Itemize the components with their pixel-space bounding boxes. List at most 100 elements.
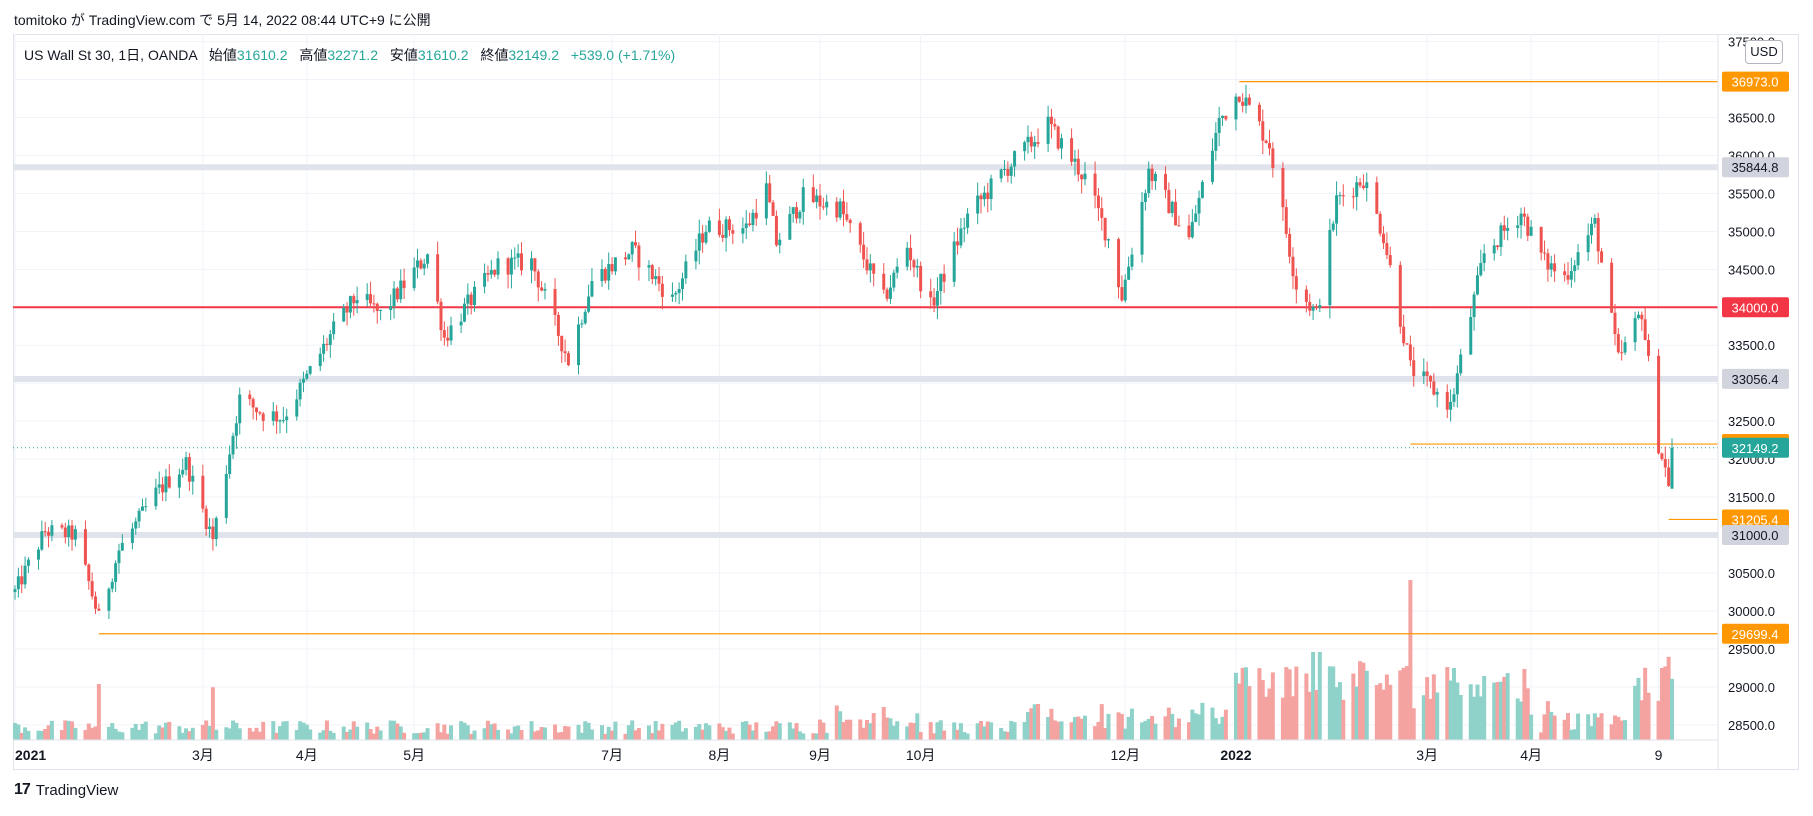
candle-body[interactable] [707, 220, 711, 232]
candle-body[interactable] [959, 228, 963, 246]
candle-body[interactable] [1633, 318, 1637, 343]
candle-body[interactable] [332, 321, 336, 335]
candle-body[interactable] [342, 307, 346, 322]
candle-body[interactable] [721, 234, 725, 238]
candle-body[interactable] [1311, 306, 1315, 311]
candle-body[interactable] [1549, 263, 1553, 270]
candle-body[interactable] [416, 260, 420, 268]
candle-body[interactable] [1247, 97, 1251, 105]
candle-body[interactable] [1459, 354, 1463, 374]
candle-body[interactable] [1569, 271, 1573, 280]
candle-body[interactable] [748, 223, 752, 226]
candle-body[interactable] [87, 564, 91, 582]
candle-body[interactable] [533, 258, 537, 272]
candle-body[interactable] [446, 337, 450, 341]
candle-body[interactable] [1013, 151, 1017, 167]
candle-body[interactable] [1519, 213, 1523, 226]
candle-body[interactable] [308, 366, 312, 374]
candle-body[interactable] [120, 542, 124, 551]
candle-body[interactable] [1469, 317, 1473, 355]
candle-body[interactable] [892, 272, 896, 288]
candle-body[interactable] [754, 212, 758, 219]
candle-body[interactable] [1210, 150, 1214, 182]
candle-body[interactable] [607, 264, 611, 281]
candle-body[interactable] [399, 280, 403, 300]
candle-body[interactable] [1127, 266, 1131, 280]
candle-body[interactable] [255, 407, 259, 413]
candle-body[interactable] [1288, 233, 1292, 257]
candle-body[interactable] [1033, 142, 1037, 147]
candle-body[interactable] [462, 303, 466, 322]
candle-body[interactable] [587, 296, 591, 312]
candle-body[interactable] [258, 412, 262, 414]
candle-body[interactable] [1076, 158, 1080, 175]
candle-body[interactable] [821, 206, 825, 208]
candle-body[interactable] [842, 201, 845, 215]
candle-body[interactable] [238, 394, 242, 424]
candle-body[interactable] [1492, 245, 1496, 254]
candle-body[interactable] [1553, 263, 1557, 272]
candle-body[interactable] [1264, 140, 1268, 144]
candle-body[interactable] [110, 581, 114, 589]
candle-body[interactable] [650, 265, 654, 280]
candle-body[interactable] [506, 258, 510, 275]
candle-body[interactable] [60, 525, 64, 528]
candle-body[interactable] [986, 192, 990, 200]
candle-body[interactable] [1167, 189, 1171, 214]
candle-body[interactable] [157, 484, 161, 488]
candle-body[interactable] [154, 487, 158, 507]
candle-body[interactable] [107, 588, 111, 611]
candle-body[interactable] [13, 589, 17, 592]
candle-body[interactable] [278, 420, 282, 422]
candle-body[interactable] [47, 531, 51, 536]
candle-body[interactable] [1117, 239, 1121, 288]
candle-body[interactable] [275, 411, 279, 422]
candle-body[interactable] [872, 263, 876, 274]
candle-body[interactable] [795, 207, 799, 219]
candle-body[interactable] [865, 259, 869, 271]
candle-body[interactable] [536, 271, 540, 288]
candle-body[interactable] [1056, 126, 1060, 149]
candle-body[interactable] [543, 289, 547, 291]
candle-body[interactable] [1358, 182, 1362, 186]
candle-body[interactable] [1291, 256, 1295, 277]
candle-body[interactable] [36, 549, 40, 560]
candle-body[interactable] [818, 195, 822, 207]
candle-body[interactable] [1314, 306, 1318, 308]
candle-body[interactable] [556, 314, 560, 336]
candle-body[interactable] [1060, 138, 1064, 149]
candle-body[interactable] [1432, 381, 1436, 395]
candle-body[interactable] [1589, 223, 1593, 236]
candle-body[interactable] [519, 253, 523, 271]
candle-body[interactable] [929, 291, 933, 298]
candle-body[interactable] [1563, 271, 1567, 276]
candle-body[interactable] [1667, 467, 1671, 486]
candle-body[interactable] [67, 525, 71, 538]
candle-body[interactable] [164, 476, 168, 493]
candle-body[interactable] [811, 187, 815, 203]
candle-body[interactable] [1197, 197, 1201, 214]
candle-body[interactable] [1106, 239, 1110, 241]
candle-body[interactable] [1382, 233, 1386, 244]
candle-body[interactable] [1177, 225, 1181, 227]
candle-body[interactable] [724, 219, 728, 238]
candle-body[interactable] [1261, 121, 1265, 141]
candle-body[interactable] [989, 178, 993, 200]
candle-body[interactable] [130, 528, 134, 543]
candle-body[interactable] [697, 233, 701, 251]
candle-body[interactable] [1308, 301, 1312, 311]
candle-body[interactable] [778, 239, 782, 246]
candle-body[interactable] [701, 233, 705, 243]
candle-body[interactable] [1284, 207, 1288, 234]
candle-body[interactable] [858, 223, 862, 245]
candle-body[interactable] [566, 353, 570, 366]
candle-body[interactable] [1479, 262, 1483, 276]
candle-body[interactable] [1506, 228, 1510, 231]
candle-body[interactable] [419, 260, 423, 269]
candle-body[interactable] [825, 201, 829, 208]
footer-brand[interactable]: 17 TradingView [14, 781, 118, 799]
candle-body[interactable] [1405, 343, 1409, 345]
candle-body[interactable] [16, 576, 20, 590]
candle-body[interactable] [325, 343, 329, 345]
